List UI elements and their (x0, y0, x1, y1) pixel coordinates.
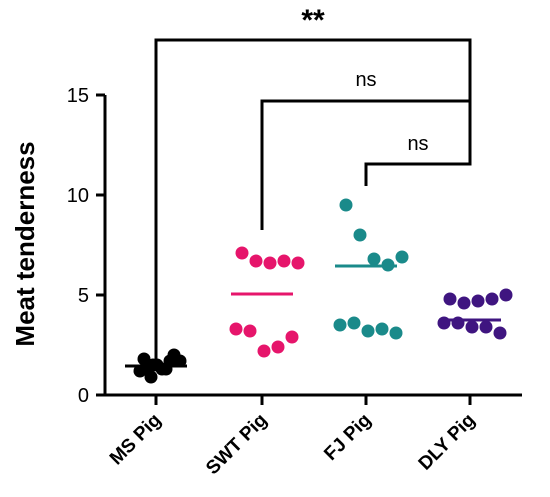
data-point (144, 370, 158, 384)
data-point (367, 252, 381, 266)
data-point (493, 326, 507, 340)
y-tick-label: 15 (67, 85, 89, 107)
data-point (485, 292, 499, 306)
data-point (333, 318, 347, 332)
data-point (277, 254, 291, 268)
significance-bracket (364, 153, 472, 186)
significance-label: ns (355, 69, 376, 91)
data-point (479, 320, 493, 334)
data-point (271, 340, 285, 354)
axes: 0 5 10 15 MS Pig SWT Pig FJ Pig DLY Pig (67, 85, 522, 479)
data-point (291, 256, 305, 270)
data-point (173, 354, 187, 368)
data-point (375, 322, 389, 336)
data-point (465, 320, 479, 334)
y-tick-label: 5 (78, 285, 89, 307)
data-point (347, 316, 361, 330)
data-point (159, 362, 173, 376)
data-point (339, 198, 353, 212)
data-point (243, 324, 257, 338)
data-point (457, 296, 471, 310)
data-point (235, 246, 249, 260)
mean-lines (125, 264, 501, 368)
data-point (133, 364, 147, 378)
significance-bracket (154, 38, 472, 360)
data-point (361, 324, 375, 338)
data-point (499, 288, 513, 302)
data-point (451, 316, 465, 330)
significance-brackets: ** ns ns (154, 4, 472, 360)
x-tick-label: SWT Pig (202, 410, 271, 479)
data-point (437, 316, 451, 330)
data-point (471, 294, 485, 308)
data-point (285, 330, 299, 344)
axis-labels: Meat tenderness (10, 141, 40, 346)
x-tick-label: DLY Pig (415, 410, 480, 475)
data-point (257, 344, 271, 358)
data-point (395, 250, 409, 264)
data-point (229, 322, 243, 336)
y-axis-label: Meat tenderness (10, 141, 40, 346)
data-points (133, 198, 513, 384)
significance-label: ** (301, 4, 325, 37)
data-point (353, 228, 367, 242)
significance-label: ns (407, 133, 428, 155)
significance-bracket (260, 99, 472, 230)
data-point (389, 326, 403, 340)
data-point (443, 292, 457, 306)
y-tick-label: 10 (67, 185, 89, 207)
y-tick-label: 0 (78, 385, 89, 407)
data-point (249, 254, 263, 268)
x-tick-label: MS Pig (106, 410, 166, 470)
data-point (263, 256, 277, 270)
x-tick-label: FJ Pig (320, 410, 375, 465)
